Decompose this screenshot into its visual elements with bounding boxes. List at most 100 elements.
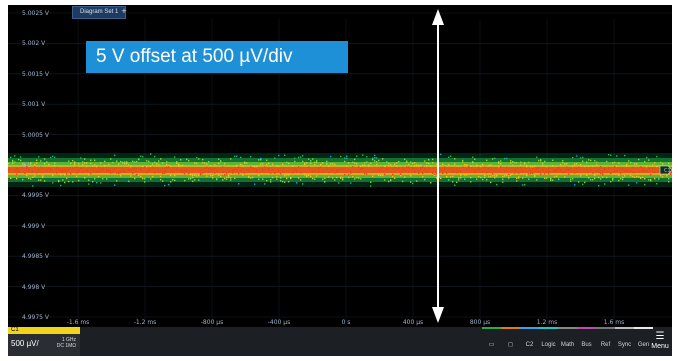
- math-button[interactable]: Math: [558, 327, 577, 356]
- trace-sample: [546, 171, 548, 174]
- trace-sample: [494, 175, 496, 177]
- trace-sample: [242, 165, 244, 167]
- trace-sample: [16, 177, 18, 180]
- trace-sample: [350, 172, 352, 174]
- trace-sample: [426, 170, 428, 173]
- button-color-stripe: [482, 327, 501, 329]
- trace-sample: [206, 163, 208, 165]
- trace-sample: [68, 160, 70, 162]
- trace-sample: [120, 171, 122, 173]
- trace-sample: [560, 169, 562, 171]
- trace-sample: [242, 167, 244, 169]
- trace-sample: [606, 160, 608, 163]
- trace-sample: [14, 155, 16, 157]
- trace-sample: [82, 164, 84, 166]
- trace-sample: [154, 155, 156, 158]
- button-color-stripe: [558, 327, 577, 329]
- trace-sample: [176, 168, 178, 171]
- trace-sample: [502, 178, 504, 180]
- y-axis-tick-label: 4.9975 V: [22, 314, 50, 321]
- trace-sample: [212, 174, 214, 177]
- add-tab-button[interactable]: +: [121, 6, 127, 16]
- trace-sample: [98, 175, 100, 178]
- trace-sample: [524, 183, 526, 186]
- capture-icon-button[interactable]: ◻: [501, 327, 520, 356]
- trace-sample: [270, 178, 272, 181]
- trace-sample: [458, 179, 460, 181]
- trace-sample: [144, 166, 146, 168]
- trace-sample: [544, 177, 546, 180]
- trace-sample: [488, 167, 490, 170]
- trace-sample: [344, 160, 346, 163]
- trace-sample: [646, 156, 648, 159]
- trace-sample: [466, 174, 468, 176]
- trace-sample: [336, 176, 338, 179]
- trace-sample: [208, 161, 210, 163]
- trace-sample: [452, 181, 454, 183]
- trace-sample: [288, 162, 290, 165]
- trace-sample: [520, 164, 522, 166]
- screen-icon-button[interactable]: ▭: [482, 327, 501, 356]
- ref-button[interactable]: Ref: [596, 327, 615, 356]
- trace-sample: [104, 160, 106, 163]
- logic-button[interactable]: Logic: [539, 327, 558, 356]
- trace-sample: [154, 172, 156, 174]
- trace-sample: [594, 177, 596, 180]
- gen-button[interactable]: Gen: [634, 327, 653, 356]
- trace-sample: [198, 179, 200, 181]
- trace-sample: [322, 162, 324, 164]
- trace-sample: [336, 171, 338, 173]
- trace-sample: [444, 165, 446, 167]
- trace-sample: [12, 162, 14, 165]
- trace-sample: [590, 169, 592, 172]
- trace-sample: [176, 161, 178, 163]
- trace-sample: [442, 172, 444, 175]
- trace-sample: [106, 170, 108, 172]
- trace-sample: [338, 169, 340, 172]
- trace-sample: [326, 160, 328, 163]
- trace-sample: [308, 174, 310, 176]
- trace-sample: [576, 163, 578, 165]
- trace-sample: [574, 163, 576, 165]
- trace-sample: [430, 181, 432, 184]
- trace-sample: [478, 169, 480, 171]
- trace-sample: [224, 173, 226, 176]
- trace-sample: [402, 166, 404, 169]
- tab-diagram-set-1[interactable]: Diagram Set 1: [72, 6, 127, 19]
- trace-sample: [294, 169, 296, 171]
- trace-sample: [148, 170, 150, 172]
- trace-sample: [662, 163, 664, 165]
- trace-sample: [144, 181, 146, 183]
- trace-sample: [470, 181, 472, 183]
- trace-sample: [164, 184, 166, 187]
- trace-sample: [452, 175, 454, 178]
- trace-sample: [280, 177, 282, 179]
- channel-2-button[interactable]: C2: [520, 327, 539, 356]
- trace-sample: [218, 158, 220, 160]
- trace-sample: [342, 168, 344, 171]
- trace-sample: [28, 168, 30, 171]
- menu-button[interactable]: ☰ Menu: [648, 327, 672, 356]
- trace-sample: [78, 169, 80, 172]
- trace-sample: [216, 170, 218, 172]
- trace-sample: [414, 162, 416, 164]
- trace-sample: [60, 169, 62, 172]
- trace-sample: [600, 178, 602, 180]
- trace-sample: [376, 157, 378, 159]
- channel-marker-icon[interactable]: [659, 165, 672, 175]
- trace-sample: [126, 162, 128, 164]
- waveform-display[interactable]: C1 Diagram Set 1 + 5.0025 V 5.002 V 5.0015…: [8, 5, 672, 327]
- trace-sample: [146, 160, 148, 162]
- bus-button[interactable]: Bus: [577, 327, 596, 356]
- trace-sample: [230, 179, 232, 181]
- sync-button[interactable]: Sync: [615, 327, 634, 356]
- trace-sample: [40, 166, 42, 169]
- trace-sample: [330, 155, 332, 158]
- trace-sample: [250, 177, 252, 179]
- trace-sample: [152, 175, 154, 178]
- trace-sample: [382, 158, 384, 160]
- channel-c1-box[interactable]: C1 500 µV/ 1 GHz DC 1MΩ: [8, 327, 80, 356]
- trace-sample: [630, 174, 632, 177]
- trace-sample: [514, 161, 516, 164]
- trace-sample: [516, 177, 518, 180]
